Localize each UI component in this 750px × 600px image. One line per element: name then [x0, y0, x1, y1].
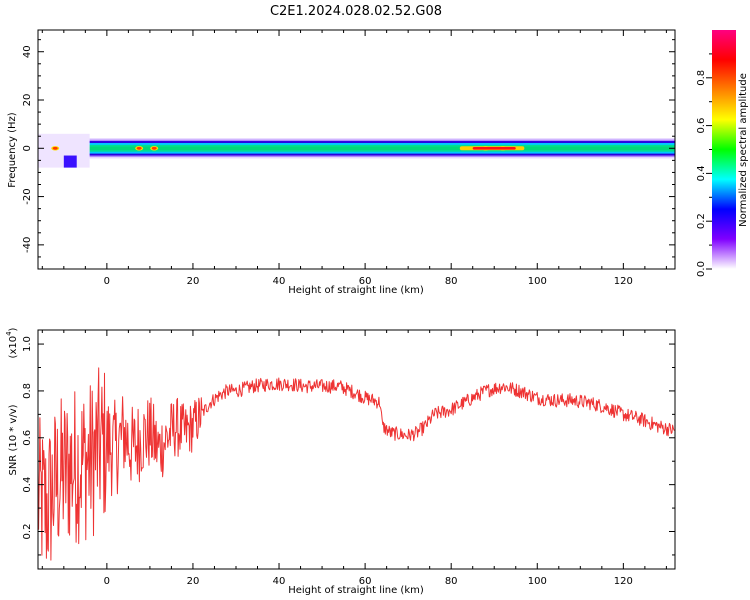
- spectrogram-noise-blob: [63, 155, 77, 168]
- snr-x-tick-label: 100: [528, 576, 547, 587]
- snr-y-multiplier-exponent: 4: [5, 331, 13, 336]
- colorbar: 0.0 0.2 0.4 0.6 0.8 Normalized spectral ampl…: [696, 30, 749, 277]
- spectrogram-x-tick-label: 80: [445, 276, 458, 287]
- colorbar-gradient: [712, 30, 736, 269]
- figure-title: C2E1.2024.028.02.52.G08: [270, 4, 442, 19]
- snr-x-tick-label: 20: [187, 576, 200, 587]
- snr-x-label: Height of straight line (km): [288, 585, 424, 596]
- spectrogram-x-tick-label: 20: [187, 276, 200, 287]
- snr-x-tick-label: 120: [614, 576, 633, 587]
- spectrogram-band-layer: [38, 146, 675, 150]
- spectrogram-y-tick-label: -40: [22, 237, 33, 253]
- spectrogram-x-label: Height of straight line (km): [288, 285, 424, 296]
- snr-y-tick-label: 0.2: [22, 524, 33, 540]
- spectrogram-frame: [37, 29, 676, 270]
- snr-axes: 0 20 40 60 80 100 120 0.2 0.4 0.6 0.8 1.0: [22, 330, 675, 587]
- snr-y-tick-label: 0.8: [22, 383, 33, 399]
- colorbar-tick-label: 0.4: [696, 165, 707, 181]
- spectrogram-y-tick-label: 40: [22, 45, 33, 58]
- spectrogram-x-tick-label: 120: [614, 276, 633, 287]
- snr-x-tick-label: 80: [445, 576, 458, 587]
- snr-frame: [37, 329, 676, 570]
- colorbar-tick-label: 0.0: [696, 261, 707, 277]
- spectrogram-y-tick-label: 20: [22, 94, 33, 107]
- colorbar-axes: 0.0 0.2 0.4 0.6 0.8: [696, 53, 712, 277]
- spectrogram-x-tick-label: 60: [359, 276, 372, 287]
- spectrogram-bright-spot: [136, 146, 142, 150]
- spectrogram-x-tick-label: 0: [104, 276, 110, 287]
- snr-y-label: SNR (10 * v/v): [8, 404, 19, 475]
- colorbar-tick-label: 0.6: [696, 118, 707, 134]
- spectrogram-panel: 0 20 40 60 80 100 120 -40 -20 0 20 40 Height of str…: [7, 29, 676, 296]
- spectrogram-strong-segment: [472, 146, 516, 150]
- snr-y-tick-label: 1.0: [22, 336, 33, 352]
- colorbar-tick-label: 0.2: [696, 213, 707, 229]
- snr-panel: 0 20 40 60 80 100 120 0.2 0.4 0.6 0.8 1.0 Height of…: [5, 327, 676, 596]
- snr-y-tick-label: 0.6: [22, 430, 33, 446]
- spectrogram-x-tick-label: 40: [273, 276, 286, 287]
- spectrogram-y-tick-label: 0: [22, 145, 33, 151]
- colorbar-label: Normalized spectral amplitude: [738, 73, 749, 227]
- snr-series-line: [38, 367, 675, 561]
- snr-x-tick-label: 0: [104, 576, 110, 587]
- spectrogram-x-tick-label: 100: [528, 276, 547, 287]
- snr-x-tick-label: 40: [273, 576, 286, 587]
- snr-y-tick-label: 0.4: [22, 477, 33, 493]
- spectrogram-bright-spot: [151, 146, 157, 150]
- spectrogram-bright-spot: [52, 146, 58, 150]
- spectrogram-heatmap: [38, 133, 675, 168]
- spectrogram-y-tick-label: -20: [22, 188, 33, 204]
- colorbar-tick-label: 0.8: [696, 70, 707, 86]
- snr-y-multiplier: (x104): [5, 327, 19, 358]
- spectrogram-y-label: Frequency (Hz): [7, 112, 18, 188]
- snr-x-tick-label: 60: [359, 576, 372, 587]
- spectrogram-axes: 0 20 40 60 80 100 120 -40 -20 0 20 40: [22, 30, 675, 287]
